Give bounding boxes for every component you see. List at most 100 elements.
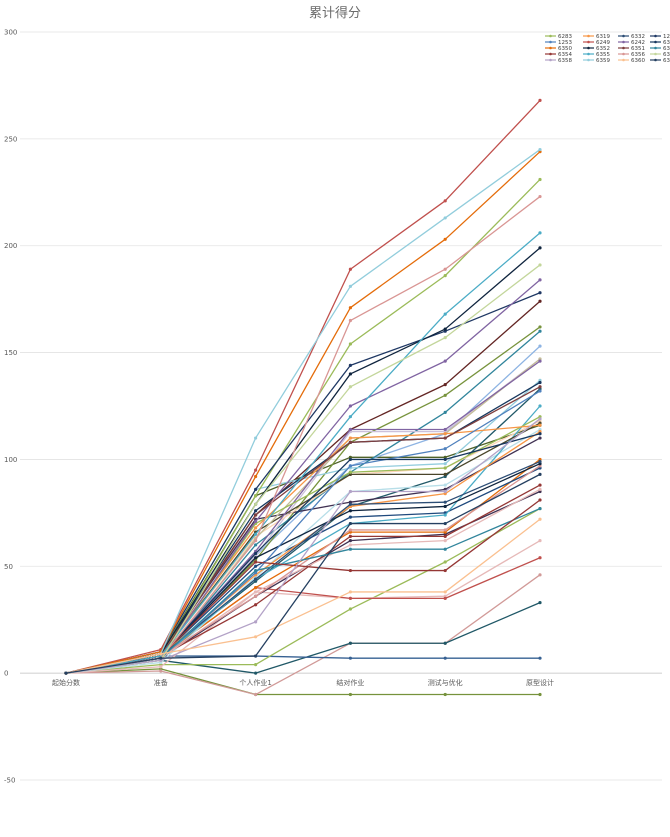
unlabeled-series-17 — [64, 357, 542, 675]
data-point — [538, 380, 542, 385]
series-line — [65, 418, 541, 674]
legend-marker — [549, 52, 552, 56]
series-line — [65, 264, 541, 674]
data-point — [254, 594, 258, 598]
legend-label: 6356 — [631, 52, 645, 58]
data-point — [443, 359, 447, 363]
legend-marker — [654, 40, 657, 44]
series-6332 — [64, 459, 542, 675]
data-point — [443, 312, 447, 316]
series-line — [65, 540, 541, 674]
data-point — [254, 590, 258, 594]
data-point — [443, 393, 447, 397]
y-tick-label: 300 — [4, 29, 17, 37]
legend-entry: 6361 — [650, 58, 670, 64]
series-line — [65, 390, 541, 674]
y-tick-label: 200 — [4, 242, 17, 250]
series-line — [65, 416, 541, 674]
data-point — [348, 404, 352, 408]
data-point — [348, 318, 352, 323]
y-tick-label: 250 — [4, 135, 17, 143]
data-point — [538, 487, 542, 491]
data-point — [348, 509, 352, 513]
legend-label: 6350 — [558, 46, 572, 52]
data-point — [254, 526, 258, 530]
y-tick-label: 150 — [4, 349, 17, 357]
series-line — [65, 465, 541, 674]
data-point — [348, 427, 352, 432]
legend-entry: 6358 — [545, 58, 572, 64]
legend-label: 6249 — [596, 40, 610, 46]
data-point — [159, 669, 163, 673]
data-point — [538, 423, 542, 427]
series-6351 — [64, 385, 542, 675]
series-6358 — [64, 417, 542, 675]
y-tick-label: 50 — [4, 563, 13, 571]
data-point — [254, 635, 258, 639]
legend-label: 6283 — [558, 34, 572, 40]
data-point — [348, 543, 352, 547]
legend-entry: 6242 — [618, 40, 645, 46]
y-tick-label: 0 — [4, 670, 8, 678]
legend-entry: 6319 — [583, 34, 610, 40]
legend-marker — [654, 46, 657, 50]
series-6357 — [64, 263, 542, 675]
unlabeled-series-26 — [64, 357, 542, 675]
chart-title: 累计得分 — [309, 5, 361, 21]
legend-marker — [654, 52, 657, 56]
unlabeled-series-21 — [64, 483, 542, 675]
legend-entry: 6350 — [545, 46, 572, 52]
series-line — [65, 574, 541, 696]
legend-label: 6332 — [631, 34, 645, 40]
legend-label: 6354 — [558, 52, 572, 58]
data-point — [254, 654, 258, 658]
data-point — [443, 568, 447, 573]
data-point — [443, 596, 447, 600]
data-point — [254, 487, 258, 491]
legend-label: 1248 — [663, 34, 670, 40]
data-point — [348, 515, 352, 519]
data-point — [443, 327, 447, 331]
legend-entry: 6352 — [583, 46, 610, 52]
data-point — [443, 216, 447, 220]
gridlines — [20, 31, 662, 781]
x-tick-label: 结对作业 — [336, 678, 364, 687]
data-point — [538, 601, 542, 605]
data-point — [64, 671, 68, 675]
unlabeled-series-29 — [64, 415, 542, 675]
data-point — [538, 147, 542, 152]
legend-marker — [587, 34, 590, 38]
data-point — [254, 502, 258, 506]
data-point — [159, 665, 163, 669]
data-point — [443, 427, 447, 432]
data-point — [254, 494, 258, 498]
data-point — [348, 267, 352, 271]
data-point — [348, 502, 352, 506]
unlabeled-series-2 — [64, 573, 542, 697]
legend-marker — [587, 58, 590, 62]
data-point — [254, 436, 258, 440]
data-point — [254, 620, 258, 624]
data-point — [443, 199, 447, 203]
data-point — [538, 556, 542, 560]
data-point — [348, 641, 352, 645]
data-point — [538, 278, 542, 282]
x-tick-label: 原型设计 — [526, 678, 554, 687]
data-point — [254, 603, 258, 607]
legend-label: 6358 — [558, 58, 572, 64]
data-point — [538, 389, 542, 393]
data-point — [443, 534, 447, 538]
data-point — [443, 513, 447, 517]
legend-label: 6357 — [663, 52, 670, 58]
series-line — [65, 668, 540, 696]
series-line — [65, 508, 541, 674]
legend-marker — [622, 52, 625, 56]
legend-label: 1253 — [558, 40, 572, 46]
data-point — [254, 568, 258, 573]
series-line — [65, 488, 541, 674]
series-line — [65, 518, 541, 674]
data-point — [443, 436, 447, 440]
data-point — [538, 359, 542, 363]
data-point — [538, 177, 542, 182]
